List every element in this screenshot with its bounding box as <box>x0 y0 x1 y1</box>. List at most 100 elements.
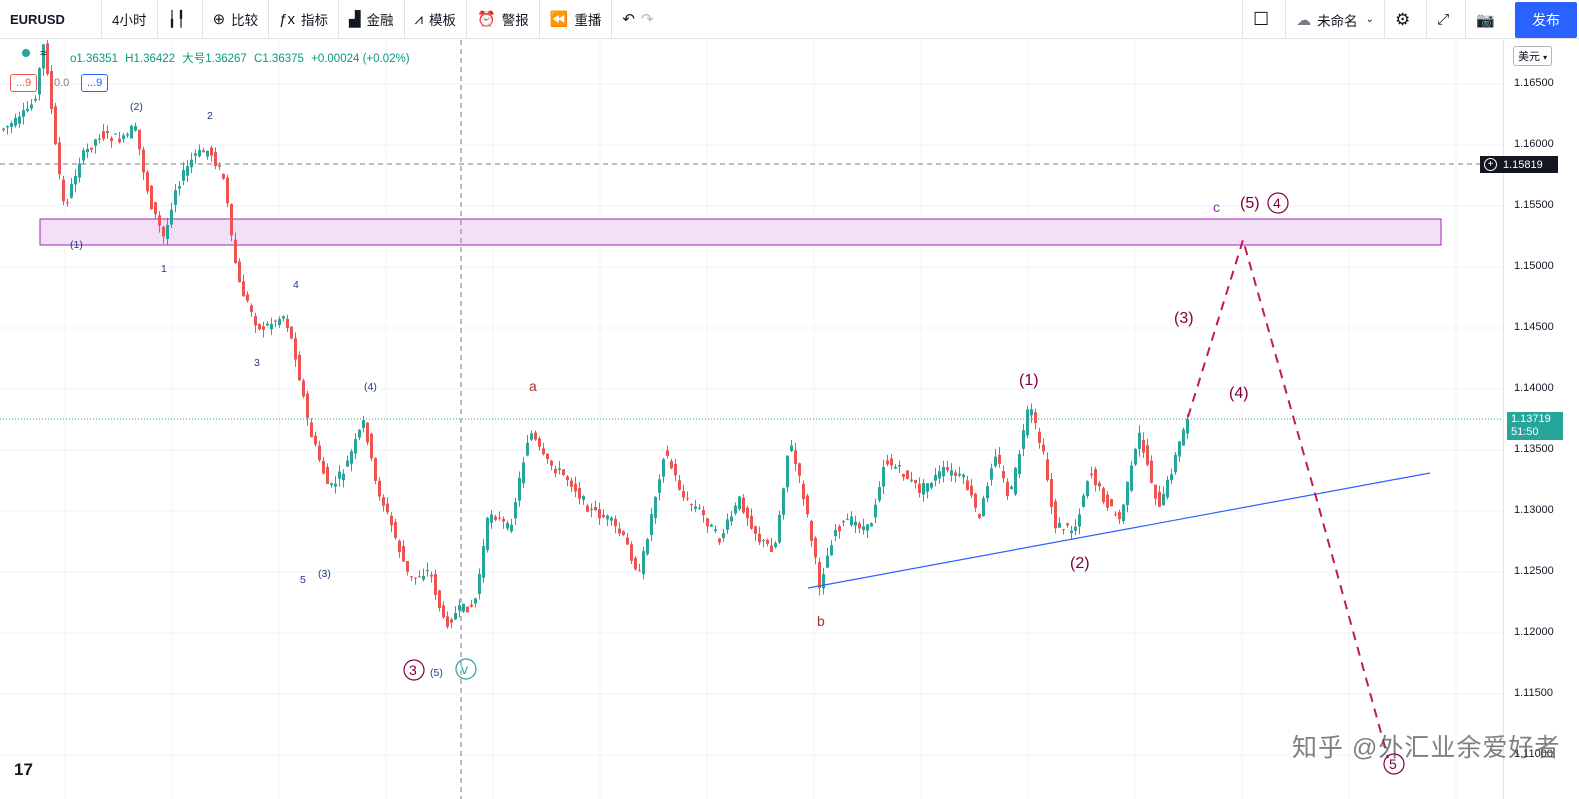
compare-approx-icon[interactable]: ≈ <box>40 46 47 60</box>
currency-select[interactable]: 美元 ▾ <box>1513 46 1553 66</box>
candle-body <box>922 482 925 495</box>
candle-body <box>286 318 289 328</box>
candle-body <box>278 319 281 326</box>
chart-type-button[interactable]: ╽╿ <box>158 0 203 39</box>
resistance-zone[interactable] <box>39 218 1442 246</box>
price-tick: 1.16500 <box>1514 77 1554 89</box>
candle-body <box>302 380 305 397</box>
candle-body <box>146 172 149 192</box>
legend-change: +0.00024 (+0.02%) <box>311 53 410 65</box>
templates-button[interactable]: ⩘ 模板 <box>405 0 468 39</box>
badge-left[interactable]: ...9 <box>10 74 38 92</box>
candle-body <box>282 316 285 319</box>
candle-body <box>246 294 249 301</box>
price-tick: 1.13500 <box>1514 443 1554 455</box>
candle-body <box>906 470 909 479</box>
candle-body <box>526 442 529 456</box>
candle-body <box>490 514 493 523</box>
candle-body <box>58 142 61 175</box>
candle-body <box>442 605 445 618</box>
candle-body <box>290 326 293 339</box>
trendline[interactable] <box>807 472 1431 589</box>
bar-chart-icon: ▟ <box>349 11 361 28</box>
plus-circle-icon[interactable]: + <box>1484 158 1497 171</box>
candle-body <box>1050 479 1053 507</box>
candle-body <box>186 166 189 176</box>
price-tick: 1.14500 <box>1514 321 1554 333</box>
symbol-search[interactable]: EURUSD <box>0 0 102 39</box>
candle-body <box>1154 484 1157 499</box>
candle-body <box>382 497 385 506</box>
symbol-label: EURUSD <box>10 11 65 27</box>
candle-body <box>74 175 77 185</box>
candle-body <box>634 557 637 570</box>
wave-label-c: c <box>1213 199 1220 215</box>
wave-labels-abc: a b c <box>529 199 1220 629</box>
candle-body <box>350 451 353 464</box>
candle-body <box>1058 522 1061 528</box>
candle-body <box>666 450 669 456</box>
compare-button[interactable]: ⊕ 比较 <box>203 0 270 39</box>
candle-body <box>850 516 853 526</box>
wave-label-sub3: (3) <box>318 568 331 580</box>
candle-body <box>210 147 213 156</box>
wave-label-m1: 1 <box>161 263 167 275</box>
tradingview-logo[interactable]: 17 <box>14 760 33 779</box>
alert-button[interactable]: ⏰ 警报 <box>467 0 540 39</box>
indicators-button[interactable]: ƒx 指标 <box>269 0 339 39</box>
snapshot-button[interactable]: 📷 <box>1465 0 1511 39</box>
settings-button[interactable]: ⚙ <box>1384 0 1426 39</box>
candle-body <box>422 575 425 580</box>
currency-label: 美元 <box>1518 51 1540 63</box>
candle-body <box>362 420 365 429</box>
price-chart[interactable]: (1) (2) 1 2 3 4 5 (3) (4) (5) a b c (1) … <box>0 40 1503 799</box>
candle-body <box>222 173 225 179</box>
candle-body <box>814 538 817 558</box>
candle-body <box>62 179 65 202</box>
candle-body <box>938 471 941 479</box>
candle-body <box>1042 444 1045 452</box>
candle-body <box>538 438 541 447</box>
interval-button[interactable]: 4小时 <box>102 0 158 39</box>
templates-icon: ⩘ <box>414 10 424 28</box>
redo-icon[interactable]: ↷ <box>640 11 654 28</box>
legend-high: H1.36422 <box>125 53 176 65</box>
maximize-button[interactable]: ⤢ <box>1426 0 1465 39</box>
finance-button[interactable]: ▟ 金融 <box>339 0 405 39</box>
candle-body <box>418 576 421 578</box>
candle-body <box>762 539 765 541</box>
candle-body <box>1030 409 1033 416</box>
candle-body <box>626 537 629 545</box>
candle-body <box>930 482 933 488</box>
candle-body <box>1078 514 1081 527</box>
candle-body <box>1142 439 1145 453</box>
candle-body <box>522 462 525 484</box>
candle-body <box>410 576 413 578</box>
candle-body <box>766 539 769 544</box>
replay-button[interactable]: ⏪ 重播 <box>540 0 613 39</box>
circle-3-label: 3 <box>409 662 417 678</box>
undo-icon: ↶ <box>622 11 635 28</box>
layout-menu[interactable]: ☁ 未命名 ⌄ <box>1285 0 1384 39</box>
candle-body <box>386 503 389 513</box>
candle-body <box>986 486 989 499</box>
compare-label: 比较 <box>231 13 259 28</box>
publish-button[interactable]: 发布 <box>1515 1 1577 38</box>
candle-body <box>946 467 949 471</box>
top-toolbar: EURUSD 4小时 ╽╿ ⊕ 比较 ƒx 指标 ▟ 金融 ⩘ 模板 ⏰ 警报 ⏪ 重播 ↶… <box>0 0 1579 39</box>
candle-body <box>1026 409 1029 436</box>
fullscreen-toggle[interactable]: ☐ <box>1242 0 1285 39</box>
candle-body <box>1046 459 1049 480</box>
badge-right[interactable]: ...9 <box>81 74 109 92</box>
candle-body <box>870 523 873 527</box>
candle-body <box>1014 467 1017 495</box>
candle-body <box>802 483 805 500</box>
candle-body <box>438 590 441 608</box>
candle-body <box>990 468 993 480</box>
undo-button[interactable]: ↶ ↷ <box>612 0 669 39</box>
chevron-down-icon: ▾ <box>1543 53 1548 62</box>
price-tick: 1.14000 <box>1514 382 1554 394</box>
candle-body <box>570 480 573 487</box>
candle-body <box>354 438 357 454</box>
wave-label-m4: 4 <box>293 279 299 291</box>
